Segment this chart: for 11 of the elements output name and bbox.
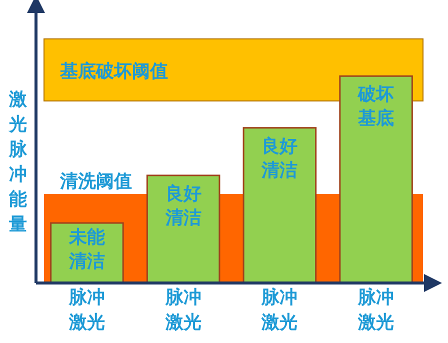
x-tick-label: 脉冲激光 [164, 287, 202, 333]
x-tick-label: 脉冲激光 [68, 287, 105, 333]
annotation: 破坏基底 [357, 84, 394, 130]
annotation: 良好清洁 [260, 136, 298, 181]
annotation: 未能清洁 [68, 227, 105, 272]
annotation: 良好清洁 [164, 183, 202, 228]
x-tick-label: 脉冲激光 [357, 287, 394, 333]
y-axis-title: 激光脉冲能量 [8, 89, 28, 235]
x-tick-label: 脉冲激光 [260, 287, 298, 333]
band-label: 基底破坏阈值 [59, 60, 168, 82]
band-label: 清洗阈值 [59, 171, 132, 192]
